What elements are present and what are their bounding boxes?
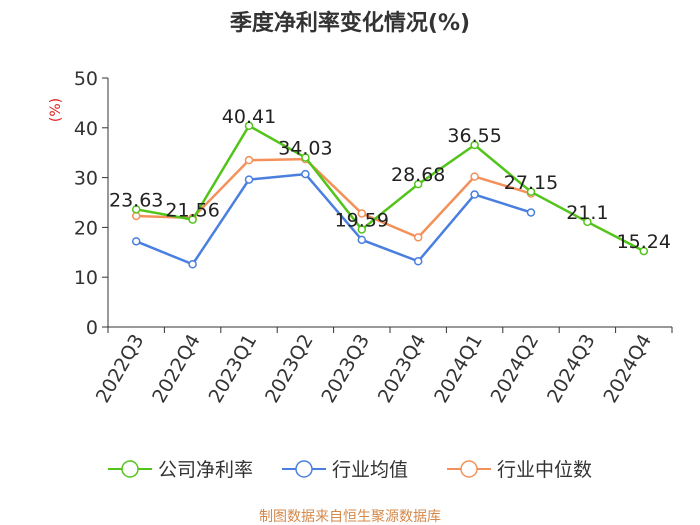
data-point xyxy=(639,246,649,256)
data-label: 27.15 xyxy=(504,172,558,194)
data-point xyxy=(301,153,310,162)
data-label: 21.1 xyxy=(566,202,608,224)
y-axis-label: (%) xyxy=(48,98,64,122)
y-tick-label: 50 xyxy=(74,68,98,90)
legend: 公司净利率 行业均值 行业中位数 xyxy=(108,459,592,481)
data-point xyxy=(244,175,254,184)
x-tick-label: 2023Q2 xyxy=(261,331,318,407)
x-tick-label: 2022Q3 xyxy=(92,331,149,407)
legend-label: 行业中位数 xyxy=(497,459,592,481)
x-tick-label: 2024Q4 xyxy=(599,331,656,407)
data-label: 40.41 xyxy=(222,106,276,128)
data-point xyxy=(470,172,479,181)
legend-label: 行业均值 xyxy=(332,459,408,481)
data-point xyxy=(413,257,423,266)
y-tick-label: 20 xyxy=(74,217,98,239)
data-label: 28.68 xyxy=(391,164,445,186)
data-point xyxy=(357,235,367,245)
data-point xyxy=(244,155,254,165)
series-line xyxy=(135,172,532,266)
data-point xyxy=(526,208,536,217)
data-label: 23.63 xyxy=(109,189,163,211)
data-point xyxy=(357,225,367,234)
data-point xyxy=(470,140,479,150)
legend-marker xyxy=(121,460,139,478)
y-tick-label: 40 xyxy=(74,118,98,140)
data-point xyxy=(131,237,141,246)
y-tick-label: 0 xyxy=(86,317,98,339)
data-point xyxy=(526,187,536,197)
legend-label: 公司净利率 xyxy=(158,459,253,481)
series-layer xyxy=(131,121,649,269)
x-tick-label: 2023Q1 xyxy=(205,331,262,407)
chart-title: 季度净利率变化情况(%) xyxy=(230,10,470,36)
legend-marker xyxy=(460,460,478,478)
data-label: 19.59 xyxy=(335,209,389,231)
data-label: 34.03 xyxy=(278,138,332,160)
data-label: 15.24 xyxy=(617,231,671,253)
y-tick-label: 10 xyxy=(74,267,98,289)
x-tick-label: 2023Q3 xyxy=(317,331,374,407)
source-note: 制图数据来自恒生聚源数据库 xyxy=(259,509,441,525)
data-point xyxy=(301,169,310,179)
series-line xyxy=(135,124,645,253)
data-point xyxy=(188,260,197,269)
y-tick-label: 30 xyxy=(74,168,98,190)
legend-marker xyxy=(295,460,313,478)
data-point xyxy=(357,209,367,218)
data-point xyxy=(470,190,479,199)
x-tick-label: 2024Q1 xyxy=(430,331,487,407)
series-line xyxy=(136,157,532,239)
data-point xyxy=(583,217,592,227)
x-tick-label: 2024Q2 xyxy=(487,331,544,407)
data-point xyxy=(413,179,423,189)
x-tick-label: 2023Q4 xyxy=(374,331,431,407)
x-tick-label: 2022Q4 xyxy=(148,331,205,407)
data-point xyxy=(244,121,254,131)
x-tick-label: 2024Q3 xyxy=(543,331,600,407)
data-label: 36.55 xyxy=(447,125,501,147)
data-point xyxy=(131,205,141,214)
data-label: 21.56 xyxy=(165,200,219,222)
data-point xyxy=(188,215,197,224)
data-point xyxy=(413,233,423,242)
